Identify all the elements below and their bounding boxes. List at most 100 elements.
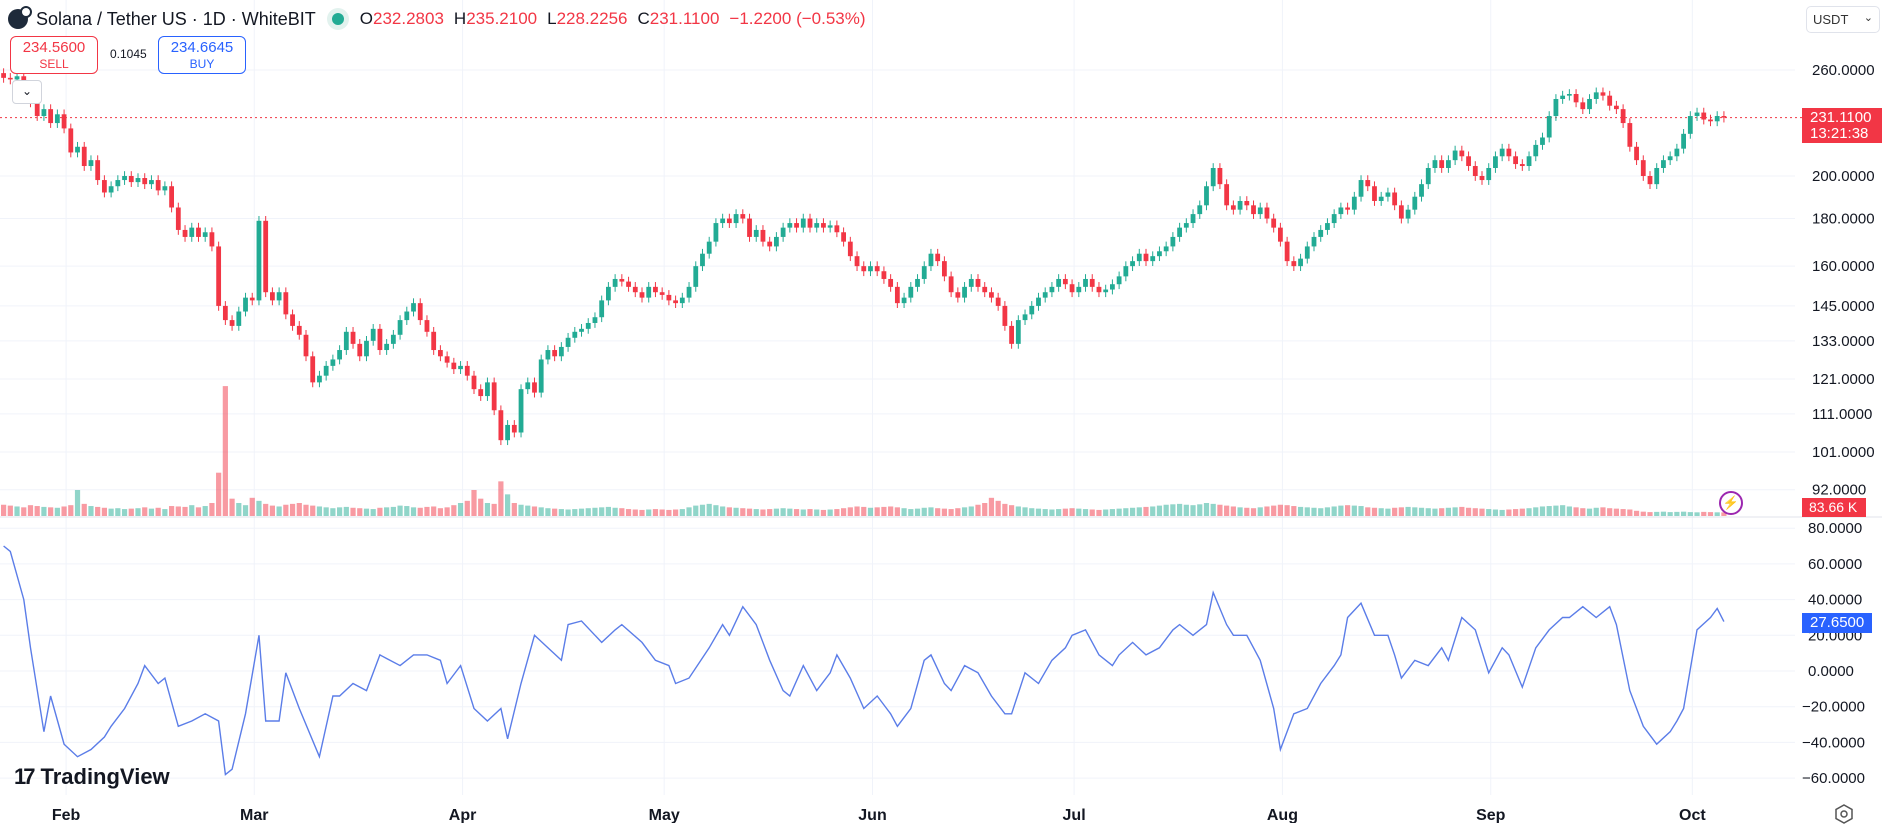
volume-bar <box>1425 508 1431 516</box>
volume-bar <box>807 509 813 516</box>
candle-body <box>1674 148 1680 157</box>
candle-body <box>1291 261 1297 267</box>
candle <box>1 68 7 83</box>
candle-body <box>1123 266 1129 277</box>
candle-body <box>1157 251 1162 257</box>
candle <box>626 276 631 292</box>
candle <box>935 248 941 267</box>
candle-body <box>1069 284 1075 293</box>
candle <box>901 292 907 309</box>
volume-bar <box>68 505 74 516</box>
candle-body <box>417 303 423 321</box>
candle <box>968 274 974 292</box>
volume-bar <box>1392 507 1398 516</box>
candle <box>142 173 148 190</box>
candle-body <box>34 102 40 117</box>
candle <box>955 287 961 303</box>
volume-bar <box>908 509 914 516</box>
candle <box>1197 200 1203 219</box>
candle <box>1150 251 1156 267</box>
volume-bar <box>679 509 685 516</box>
candle <box>942 256 947 282</box>
tradingview-logo[interactable]: 17 TradingView <box>14 764 170 790</box>
candle-body <box>1217 167 1223 185</box>
volume-bar <box>424 506 430 516</box>
candle-body <box>1419 184 1424 197</box>
axes: 260.0000 200.0000 180.0000 160.0000 145.0000… <box>52 62 1875 823</box>
candle <box>122 171 127 185</box>
candle-body <box>384 343 390 351</box>
candle <box>162 181 168 196</box>
candle-body <box>1714 116 1720 122</box>
candle-body <box>1614 105 1619 110</box>
candle <box>1251 200 1256 219</box>
candle-body <box>1593 92 1599 99</box>
candle <box>155 175 161 196</box>
candle <box>317 370 322 388</box>
volume-bar <box>619 508 625 516</box>
candle-body <box>511 424 517 433</box>
volume-bar <box>323 507 329 516</box>
candle <box>276 287 282 306</box>
candle-body <box>236 311 242 326</box>
candle-body <box>1499 148 1505 157</box>
candle <box>1103 284 1109 298</box>
volume-bar <box>1190 505 1196 516</box>
candle <box>780 222 786 242</box>
candle <box>612 274 618 292</box>
candle <box>498 405 504 446</box>
candle <box>807 213 813 233</box>
candle-body <box>1540 137 1545 145</box>
candle <box>48 104 54 128</box>
ohlc-values: O232.2803 H235.2100 L228.2256 C231.1100 … <box>360 9 866 29</box>
candle <box>686 282 692 303</box>
candle <box>1029 301 1035 320</box>
buy-label: BUY <box>189 57 215 71</box>
candle <box>404 306 410 325</box>
candle <box>565 332 571 352</box>
candle-body <box>1620 109 1626 124</box>
currency-select[interactable]: USDT ⌄ <box>1806 6 1880 33</box>
candle-body <box>760 229 766 242</box>
candle <box>1587 94 1592 115</box>
volume-bar <box>310 505 316 516</box>
volume-bar <box>894 507 900 516</box>
volume-bar <box>1210 503 1216 516</box>
candle <box>54 109 60 128</box>
volume-bar <box>760 509 766 516</box>
candle-body <box>1116 276 1122 285</box>
month-tick-label: Oct <box>1679 807 1706 823</box>
symbol-title[interactable]: Solana / Tether US · 1D · WhiteBIT <box>36 8 316 29</box>
candle <box>1694 107 1700 121</box>
collapse-legend-button[interactable]: ⌄ <box>12 80 42 104</box>
candle <box>928 248 934 272</box>
candle-body <box>908 286 914 298</box>
candle-body <box>942 261 947 277</box>
candle-body <box>209 232 215 247</box>
volume-bar <box>1539 506 1546 516</box>
volume-bar <box>1351 505 1357 516</box>
candle-body <box>1378 196 1384 201</box>
candle <box>95 155 101 185</box>
volume-bar <box>343 506 349 516</box>
buy-button[interactable]: 234.6645 BUY <box>158 36 246 74</box>
volume-bar <box>511 503 517 516</box>
candle <box>619 274 625 287</box>
volume-bar <box>1096 509 1102 516</box>
candle-body <box>505 424 510 441</box>
sell-button[interactable]: 234.5600 SELL <box>10 36 98 74</box>
volume-bar <box>525 505 531 516</box>
candle <box>189 222 195 242</box>
volume-bar <box>1203 503 1210 516</box>
candle-body <box>700 253 705 267</box>
candle-body <box>518 389 524 433</box>
settings-icon[interactable] <box>1834 804 1854 824</box>
candle-body <box>263 220 269 293</box>
candle-body <box>1170 236 1176 247</box>
candle <box>545 345 551 365</box>
volume-bar <box>95 506 101 516</box>
candle-body <box>54 114 60 124</box>
lightning-icon[interactable]: ⚡ <box>1719 491 1743 515</box>
candle <box>471 370 477 395</box>
